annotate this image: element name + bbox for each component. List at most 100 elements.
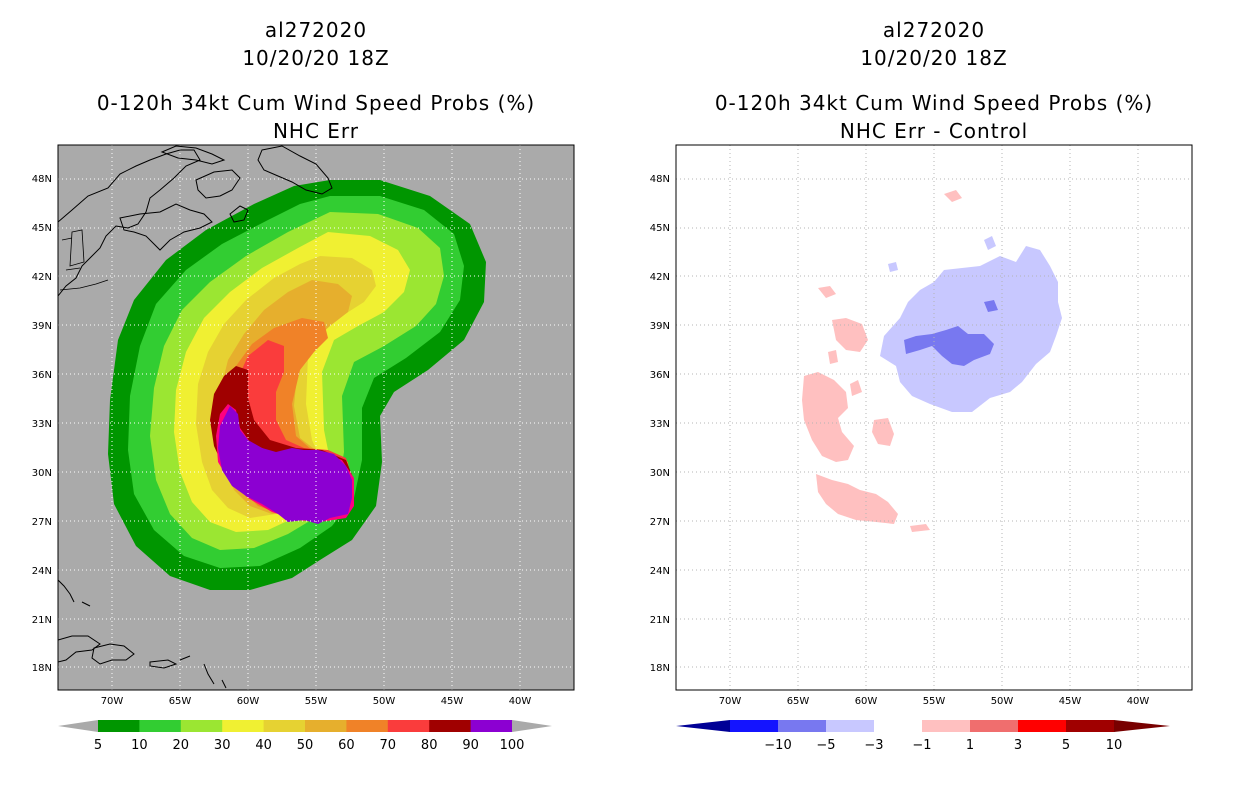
lon-label: 45W [1059,696,1082,707]
contour-minus-1 [880,246,1062,412]
lon-label: 55W [305,696,328,707]
colorbar-swatch [1066,720,1115,732]
right-difference-contours [802,190,1062,532]
colorbar-swatch [1018,720,1067,732]
lon-label: 70W [719,696,742,707]
colorbar-label: 10 [1106,738,1123,753]
lat-label: 36N [650,370,670,381]
lon-label: 65W [787,696,810,707]
lon-label: 50W [373,696,396,707]
colorbar-label: −3 [864,738,883,753]
colorbar-under-arrow [676,720,730,732]
lat-label: 48N [32,174,52,185]
lon-label: 60W [237,696,260,707]
lat-label: 24N [32,566,52,577]
left-probability-contours [108,180,486,590]
colorbar-label: 70 [380,738,397,753]
contour-minus-3 [904,326,994,366]
lon-label: 55W [923,696,946,707]
colorbar-label: 100 [500,738,525,753]
contour-plus-1 [850,380,862,396]
left-storm-id: al272020 [264,18,368,42]
left-map: 48N 45N 42N 39N 36N 33N 30N 27N 24N 21N … [32,144,575,707]
lat-label: 21N [650,615,670,626]
colorbar-swatch [387,720,430,732]
lat-label: 30N [32,468,52,479]
right-storm-id: al272020 [882,18,986,42]
lat-label: 45N [650,223,670,234]
colorbar-swatch [139,720,182,732]
lon-label: 40W [509,696,532,707]
colorbar-label: 60 [338,738,355,753]
left-datetime: 10/20/20 18Z [242,46,390,70]
colorbar-swatch [874,720,923,732]
left-colorbar-labels: 5 10 20 30 40 50 60 70 80 90 100 [94,738,525,753]
contour-minus-1 [888,262,898,272]
left-lat-labels: 48N 45N 42N 39N 36N 33N 30N 27N 24N 21N … [32,174,52,674]
right-map-frame [675,144,1193,691]
right-datetime: 10/20/20 18Z [860,46,1008,70]
left-colorbar-boxes [98,720,513,732]
colorbar-swatch [470,720,513,732]
colorbar-swatch [305,720,347,732]
contour-plus-1 [816,474,898,524]
lat-label: 39N [32,321,52,332]
colorbar-over-arrow [512,720,552,732]
lon-label: 60W [855,696,878,707]
contour-plus-1 [828,350,838,364]
lon-label: 45W [441,696,464,707]
colorbar-label: 5 [1062,738,1070,753]
left-product-title: 0-120h 34kt Cum Wind Speed Probs (%) [96,91,536,115]
lat-label: 21N [32,615,52,626]
colorbar-swatch [826,720,875,732]
left-map-frame [57,144,575,691]
colorbar-label: −1 [912,738,931,753]
lat-label: 18N [32,663,52,674]
contour-minus-3 [984,300,998,312]
colorbar-swatch [730,720,779,732]
lon-label: 40W [1127,696,1150,707]
colorbar-label: −5 [816,738,835,753]
lat-label: 42N [32,272,52,283]
colorbar-label: 3 [1014,738,1022,753]
contour-plus-1 [802,372,854,462]
right-map: 48N 45N 42N 39N 36N 33N 30N 27N 24N 21N … [650,144,1193,707]
colorbar-swatch [346,720,389,732]
lat-label: 18N [650,663,670,674]
colorbar-under-arrow [58,720,98,732]
colorbar-swatch [970,720,1019,732]
right-graticule [676,145,1192,690]
contour-100 [218,406,352,524]
lat-label: 45N [32,223,52,234]
contour-plus-1 [910,524,930,532]
lon-label: 50W [991,696,1014,707]
lat-label: 27N [650,517,670,528]
colorbar-swatch [222,720,265,732]
right-colorbar: −10 −5 −3 −1 1 3 5 10 [676,720,1170,753]
colorbar-swatch [180,720,223,732]
lat-label: 48N [650,174,670,185]
left-colorbar: 5 10 20 30 40 50 60 70 80 90 100 [58,720,552,753]
left-graticule [58,145,574,690]
right-colorbar-labels: −10 −5 −3 −1 1 3 5 10 [764,738,1122,753]
lon-label: 65W [169,696,192,707]
lon-label: 70W [101,696,124,707]
contour-plus-1 [818,286,836,298]
colorbar-label: 90 [462,738,479,753]
colorbar-swatch [778,720,827,732]
colorbar-label: −10 [764,738,791,753]
colorbar-label: 30 [214,738,231,753]
colorbar-label: 10 [131,738,148,753]
left-lon-labels: 70W 65W 60W 55W 50W 45W 40W [101,696,532,707]
right-lat-labels: 48N 45N 42N 39N 36N 33N 30N 27N 24N 21N … [650,174,670,674]
colorbar-swatch [922,720,971,732]
lat-label: 42N [650,272,670,283]
colorbar-label: 5 [94,738,102,753]
colorbar-label: 80 [421,738,438,753]
colorbar-label: 40 [255,738,272,753]
lat-label: 24N [650,566,670,577]
right-product-title: 0-120h 34kt Cum Wind Speed Probs (%) [714,91,1154,115]
contour-plus-1 [872,418,894,446]
right-lon-labels: 70W 65W 60W 55W 50W 45W 40W [719,696,1150,707]
